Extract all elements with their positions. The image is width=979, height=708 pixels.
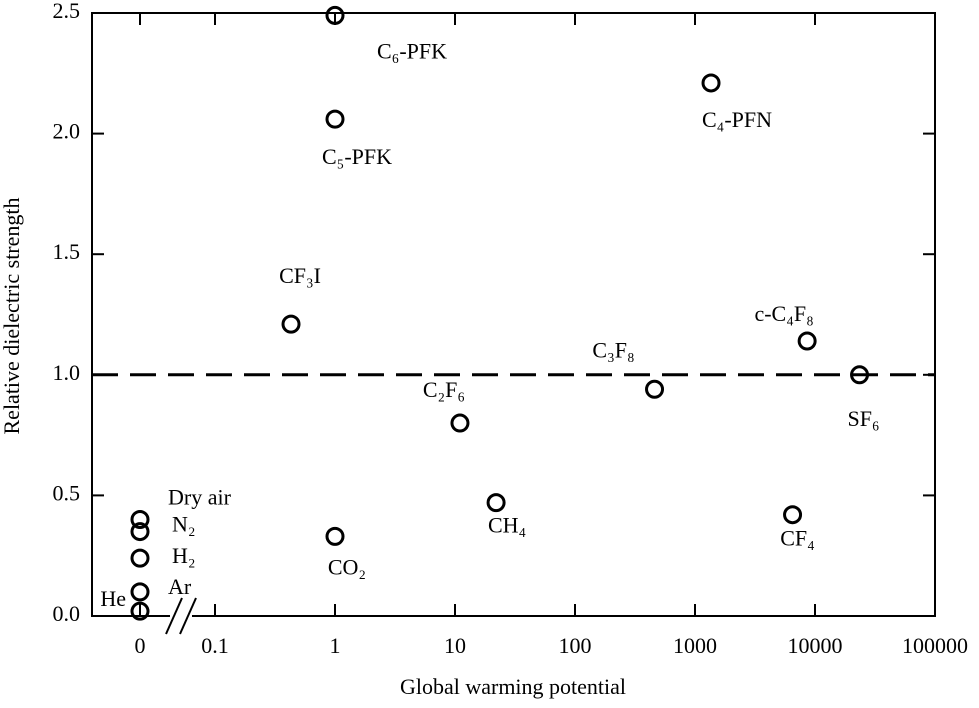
y-tick-label: 0.0 bbox=[53, 601, 81, 626]
y-tick-label: 1.0 bbox=[53, 360, 81, 385]
data-point bbox=[325, 109, 345, 129]
point-label: N₂ bbox=[172, 512, 196, 537]
y-axis-title: Relative dielectric strength bbox=[0, 197, 24, 434]
data-point bbox=[281, 314, 301, 334]
data-point bbox=[130, 601, 150, 621]
x-tick-label: 10000 bbox=[788, 633, 843, 658]
data-point bbox=[797, 331, 817, 351]
x-tick-label: 1 bbox=[330, 633, 341, 658]
x-tick-label: 100 bbox=[559, 633, 592, 658]
x-tick-label: 0 bbox=[135, 633, 146, 658]
data-point bbox=[701, 73, 721, 93]
x-tick-label: 1000 bbox=[673, 633, 717, 658]
plot-frame bbox=[91, 12, 936, 617]
data-point bbox=[325, 526, 345, 546]
point-label: c-C₄F₈ bbox=[754, 301, 813, 326]
data-point bbox=[130, 548, 150, 568]
point-label: C₅-PFK bbox=[322, 144, 392, 169]
data-point bbox=[486, 493, 506, 513]
y-tick-label: 0.5 bbox=[53, 480, 81, 505]
point-label: CF₄ bbox=[780, 526, 815, 551]
point-label: H₂ bbox=[172, 543, 196, 568]
data-point bbox=[850, 365, 870, 385]
point-label: C₄-PFN bbox=[702, 107, 772, 132]
point-label: Dry air bbox=[168, 485, 232, 510]
point-label: He bbox=[100, 586, 126, 611]
point-label: C₃F₈ bbox=[592, 337, 634, 362]
data-point bbox=[130, 510, 150, 530]
y-tick-label: 1.5 bbox=[53, 239, 81, 264]
y-tick-label: 2.5 bbox=[53, 0, 81, 23]
axis-break bbox=[165, 597, 183, 635]
axis-break bbox=[179, 597, 197, 635]
data-point bbox=[130, 582, 150, 602]
data-point bbox=[783, 505, 803, 525]
y-tick-label: 2.0 bbox=[53, 119, 81, 144]
x-tick-label: 100000 bbox=[902, 633, 968, 658]
point-label: C₂F₆ bbox=[423, 377, 465, 402]
axis-break-gap bbox=[170, 612, 192, 620]
x-tick-label: 0.1 bbox=[201, 633, 229, 658]
x-tick-label: 10 bbox=[444, 633, 466, 658]
x-axis-title: Global warming potential bbox=[400, 674, 626, 699]
data-point bbox=[130, 522, 150, 542]
point-label: CH₄ bbox=[488, 513, 526, 538]
point-label: CO₂ bbox=[328, 554, 366, 579]
point-label: CF₃I bbox=[279, 263, 321, 288]
point-label: Ar bbox=[168, 574, 192, 599]
data-point bbox=[325, 5, 345, 25]
point-label: SF₆ bbox=[847, 406, 879, 431]
data-point bbox=[645, 379, 665, 399]
data-point bbox=[450, 413, 470, 433]
point-label: C₆-PFK bbox=[377, 38, 447, 63]
